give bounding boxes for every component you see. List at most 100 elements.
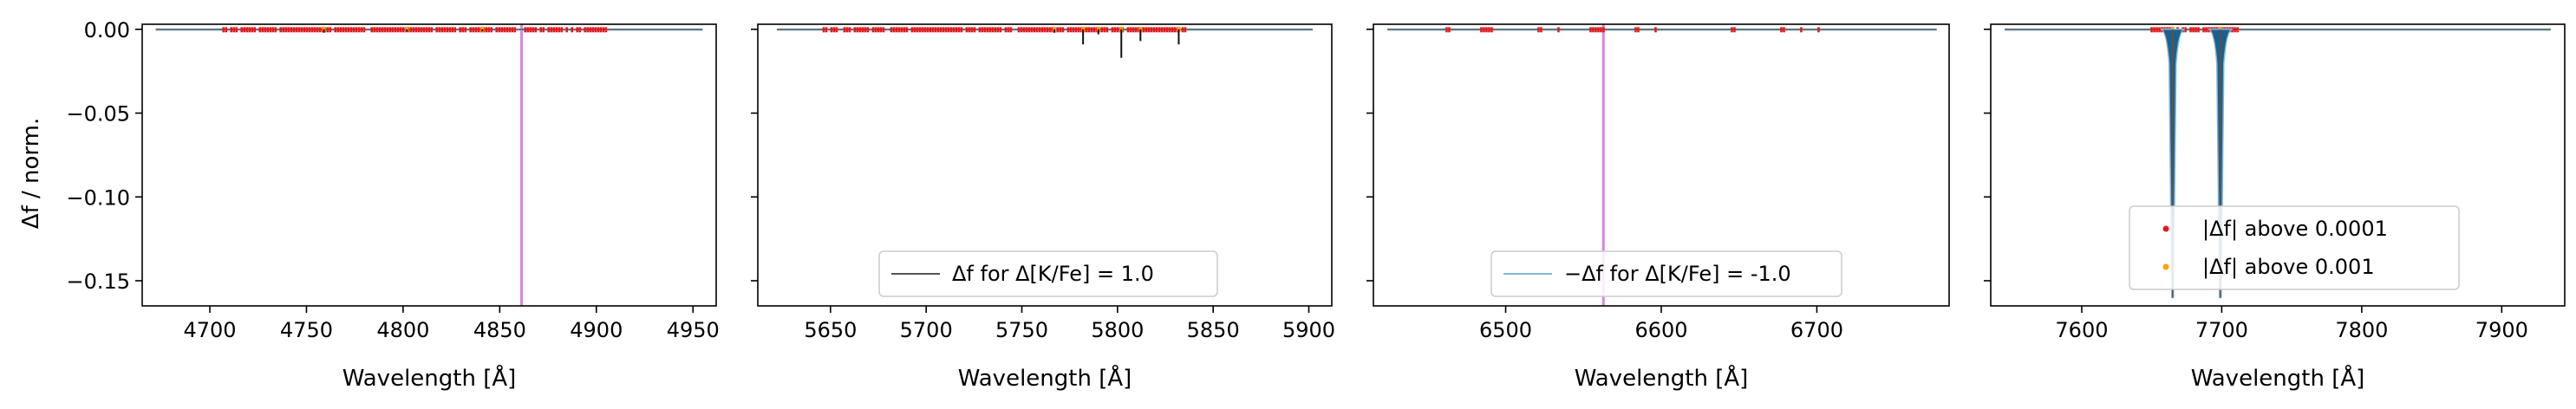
chart-panel-2: 5650 5700 5750 5800 5850 5900 Wavelength [Å] Δf… <box>751 23 1335 392</box>
x-tick-label: 5900 <box>1282 318 1335 342</box>
marker-point <box>1483 27 1485 33</box>
marker-point <box>1592 27 1595 33</box>
marker-point <box>970 27 974 33</box>
x-tick-label: 5650 <box>804 318 857 342</box>
marker-point <box>604 27 608 33</box>
marker-point <box>399 27 402 33</box>
legend-box <box>878 250 1218 297</box>
marker-point <box>1046 27 1049 33</box>
marker-point <box>1490 27 1493 33</box>
marker-point <box>511 27 514 33</box>
marker-point <box>1158 27 1161 33</box>
marker-point <box>952 27 955 33</box>
marker-point <box>490 27 493 33</box>
marker-point <box>874 27 877 33</box>
plot-area <box>777 26 1313 58</box>
marker-point <box>1025 27 1028 33</box>
marker-point <box>290 27 293 33</box>
plot-area <box>155 24 703 306</box>
marker-point <box>949 27 953 33</box>
marker-point <box>960 27 963 33</box>
y-axis-label: Δf / norm. <box>18 118 44 229</box>
marker-point <box>1800 27 1803 33</box>
marker-point <box>879 27 883 33</box>
marker-point <box>877 27 880 33</box>
marker-point <box>313 27 316 33</box>
x-tick-label: 4750 <box>280 318 333 342</box>
y-tick-label: −0.05 <box>66 102 130 127</box>
marker-point <box>555 27 558 33</box>
marker-point <box>1111 27 1114 33</box>
chart-panel-1: 0.00 −0.05 −0.10 −0.15 4700 4750 4800 4850 4900 4… <box>66 18 719 392</box>
marker-point <box>947 27 950 33</box>
marker-point <box>347 27 350 33</box>
marker-point <box>1103 27 1106 33</box>
marker-point <box>443 27 447 33</box>
x-tick-label: 6600 <box>1634 318 1687 342</box>
x-tick-label: 7800 <box>2335 318 2388 342</box>
marker-point <box>903 27 906 33</box>
marker-point <box>446 27 449 33</box>
marker-point <box>472 27 475 33</box>
marker-point <box>1168 27 1171 33</box>
marker-point <box>2158 27 2161 33</box>
marker-point <box>1817 27 1820 33</box>
marker-point <box>1160 27 1164 33</box>
marker-point <box>401 27 405 33</box>
legend-marker <box>2162 225 2169 232</box>
marker-point <box>430 27 434 33</box>
marker-point <box>2202 27 2205 33</box>
marker-point <box>243 27 246 33</box>
marker-point <box>942 27 945 33</box>
marker-point <box>565 27 569 33</box>
marker-point <box>1637 27 1640 33</box>
marker-point <box>1035 27 1039 33</box>
marker-point <box>955 27 958 33</box>
marker-point <box>1116 27 1119 33</box>
marker-point <box>438 27 441 33</box>
marker-point <box>1017 27 1021 33</box>
marker-point <box>461 27 465 33</box>
marker-point <box>329 27 332 33</box>
legend: |Δf| above 0.0001 |Δf| above 0.001 <box>2129 205 2460 290</box>
marker-point <box>508 27 512 33</box>
marker-point <box>235 27 238 33</box>
marker-point <box>378 27 382 33</box>
marker-point <box>225 27 228 33</box>
x-tick-label: 5800 <box>1091 318 1144 342</box>
marker-point <box>1142 27 1145 33</box>
marker-point <box>1731 27 1733 33</box>
legend-label: Δf for Δ[K/Fe] = 1.0 <box>952 262 1154 286</box>
marker-point <box>344 27 348 33</box>
marker-point <box>495 27 499 33</box>
marker-point <box>412 27 415 33</box>
marker-point <box>1557 27 1560 33</box>
marker-point <box>591 27 595 33</box>
marker-point <box>547 27 551 33</box>
marker-point <box>440 27 444 33</box>
marker-point <box>487 27 491 33</box>
x-tick-label: 5750 <box>995 318 1048 342</box>
marker-point <box>1020 27 1023 33</box>
marker-point <box>251 27 254 33</box>
x-axis-label: Wavelength [Å] <box>2191 364 2365 392</box>
marker-point <box>417 27 421 33</box>
marker-point <box>500 27 504 33</box>
marker-point <box>845 27 849 33</box>
marker-point <box>965 27 968 33</box>
marker-point <box>929 27 932 33</box>
marker-point <box>362 27 366 33</box>
marker-point <box>861 27 864 33</box>
marker-point <box>2197 27 2200 33</box>
marker-point <box>858 27 862 33</box>
legend-label: |Δf| above 0.0001 <box>2202 217 2388 241</box>
marker-point <box>498 27 501 33</box>
marker-point <box>978 27 981 33</box>
marker-point <box>334 27 337 33</box>
marker-point <box>409 27 413 33</box>
marker-point <box>1152 27 1156 33</box>
marker-point <box>558 27 561 33</box>
marker-point <box>825 27 828 33</box>
marker-point <box>357 27 361 33</box>
legend: Δf for Δ[K/Fe] = 1.0 <box>878 250 1218 297</box>
